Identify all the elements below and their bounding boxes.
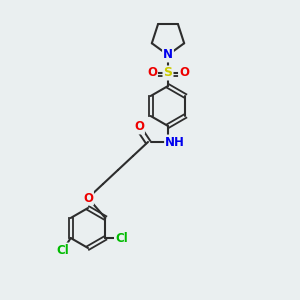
Text: S: S — [164, 67, 172, 80]
Text: O: O — [83, 191, 93, 205]
Text: O: O — [179, 67, 189, 80]
Text: Cl: Cl — [115, 232, 128, 244]
Text: N: N — [163, 49, 173, 62]
Text: Cl: Cl — [56, 244, 69, 256]
Text: O: O — [134, 121, 144, 134]
Text: O: O — [147, 67, 157, 80]
Text: NH: NH — [165, 136, 185, 148]
